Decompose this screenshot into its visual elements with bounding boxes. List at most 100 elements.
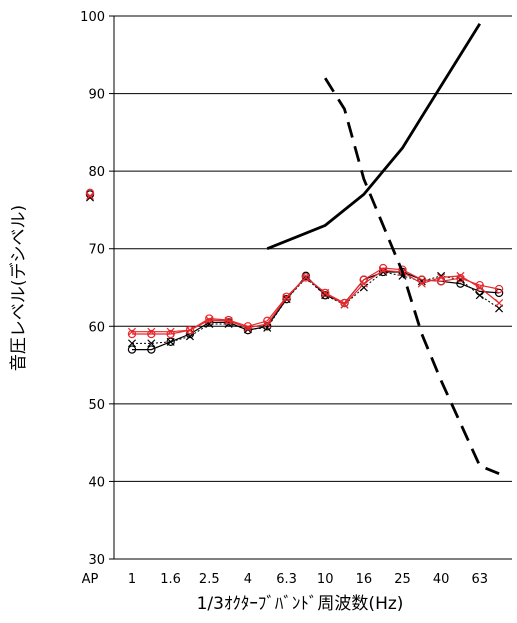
data-point-x (321, 288, 330, 297)
data-point-circle (166, 329, 175, 339)
data-point-x (475, 291, 484, 300)
x-stroke (417, 279, 426, 288)
x-stroke (147, 339, 156, 348)
series-line (266, 23, 481, 250)
x-stroke (359, 283, 368, 292)
data-point-circle (321, 288, 330, 298)
x-stroke (359, 279, 368, 288)
x-tick-label: 1 (128, 572, 136, 587)
data-point-x (263, 323, 272, 332)
series-6 (324, 77, 500, 475)
data-point-circle (378, 263, 388, 273)
data-point-x (205, 316, 214, 325)
data-point-x (321, 291, 330, 300)
y-tick-label: 60 (88, 320, 105, 335)
data-point-circle (282, 294, 291, 304)
x-stroke (85, 191, 95, 200)
x-tick-label: 2.5 (199, 572, 220, 587)
x-stroke (417, 277, 426, 286)
data-point-circle (127, 329, 137, 339)
data-point-x (243, 323, 252, 332)
plot-area (114, 16, 512, 559)
data-point-x (127, 327, 137, 336)
data-point-x (437, 273, 446, 282)
data-point-x (147, 327, 156, 336)
data-point-circle (494, 288, 504, 298)
data-point-x (340, 300, 349, 309)
data-point-x (475, 283, 484, 292)
x-stroke (147, 327, 156, 336)
data-point-x (85, 191, 95, 200)
data-point-x (224, 316, 233, 325)
data-point-circle (282, 292, 291, 302)
y-tick-label: 40 (88, 475, 105, 490)
data-point-x (185, 326, 194, 335)
y-axis-ticks: 30 40 50 60 70 80 90 100 (80, 10, 114, 568)
x-tick-label: AP (82, 572, 99, 587)
y-tick-label: 90 (88, 88, 105, 103)
x-axis-label: 1/3ｵｸﾀｰﾌﾞﾊﾞﾝﾄﾞ周波数(Hz) (197, 594, 404, 614)
y-tick-label: 30 (88, 553, 105, 568)
x-stroke (185, 332, 194, 341)
x-stroke (475, 283, 484, 292)
series-line (132, 269, 500, 333)
data-point-x (185, 332, 194, 341)
x-stroke (263, 323, 272, 332)
x-tick-label: 40 (433, 572, 450, 587)
x-stroke (301, 273, 310, 282)
series-4 (85, 191, 504, 336)
data-point-x (456, 271, 465, 280)
x-stroke (456, 271, 465, 280)
series-line (132, 271, 500, 344)
x-stroke (437, 273, 446, 282)
series-5 (266, 23, 481, 250)
x-stroke (475, 291, 484, 300)
x-tick-label: 6.3 (276, 572, 297, 587)
x-stroke (224, 316, 233, 325)
x-stroke (340, 300, 349, 309)
x-stroke (243, 323, 252, 332)
x-stroke (321, 291, 330, 300)
data-point-x (263, 319, 272, 328)
data-point-circle (127, 345, 137, 354)
data-point-circle (205, 314, 214, 323)
data-point-x (417, 279, 426, 288)
data-point-x (166, 327, 175, 336)
x-stroke (495, 298, 504, 308)
x-stroke (127, 327, 137, 336)
x-stroke (321, 288, 330, 297)
data-point-circle (147, 345, 156, 354)
x-stroke (379, 266, 388, 275)
x-tick-label: 25 (394, 572, 411, 587)
series-group (85, 23, 504, 475)
grid-lines (114, 15, 512, 560)
y-tick-label: 50 (88, 398, 105, 413)
data-point-x (495, 298, 504, 308)
data-point-x (379, 266, 388, 275)
x-tick-label: 16 (356, 572, 373, 587)
y-axis-label: 音圧レベル(デシベル) (8, 205, 29, 371)
x-stroke (166, 327, 175, 336)
data-point-circle (301, 273, 311, 282)
x-stroke (282, 293, 291, 302)
x-stroke (263, 319, 272, 328)
data-point-x (359, 283, 368, 292)
data-point-circle (494, 284, 504, 294)
x-stroke (127, 339, 137, 348)
x-tick-label: 63 (471, 572, 488, 587)
data-point-circle (147, 329, 156, 339)
x-tick-label: 10 (317, 572, 334, 587)
data-point-x (301, 273, 310, 282)
data-point-x (359, 279, 368, 288)
data-point-x (282, 293, 291, 302)
data-point-circle (224, 315, 233, 325)
x-tick-label: 4 (244, 572, 252, 587)
x-stroke (205, 316, 214, 325)
x-stroke (185, 326, 194, 335)
x-stroke (166, 337, 175, 346)
y-tick-label: 100 (80, 10, 105, 25)
y-tick-label: 70 (88, 243, 105, 258)
data-point-x (166, 337, 175, 346)
data-point-x (127, 339, 137, 348)
